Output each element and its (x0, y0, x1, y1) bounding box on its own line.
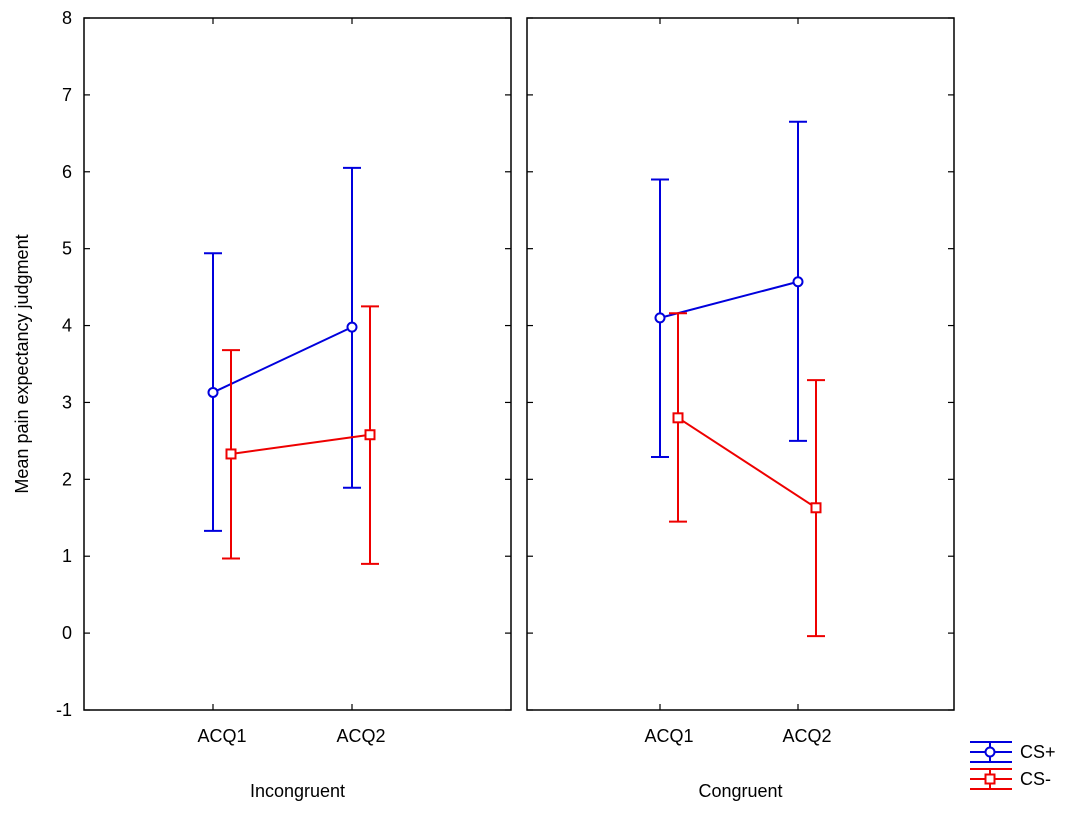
panel-frame (526, 17, 955, 711)
legend-marker (984, 746, 996, 758)
y-tick-label: 1 (62, 546, 72, 566)
series-cs-plus (204, 166, 361, 532)
data-point (225, 448, 237, 460)
y-tick-label: 8 (62, 8, 72, 28)
legend-label: CS- (1020, 769, 1051, 789)
y-tick-label: 3 (62, 392, 72, 412)
data-point (346, 321, 358, 333)
legend: CS+ CS- (970, 741, 1056, 790)
data-point (672, 412, 684, 424)
data-point (792, 276, 804, 288)
data-point (654, 312, 666, 324)
y-tick-label: 0 (62, 623, 72, 643)
legend-marker (984, 773, 996, 785)
x-tick-label: ACQ2 (336, 726, 385, 746)
y-tick-label: 5 (62, 239, 72, 259)
series-line (230, 433, 371, 455)
series-line (659, 280, 799, 319)
data-point (810, 502, 822, 514)
y-tick-label: 2 (62, 469, 72, 489)
data-point (207, 386, 219, 398)
panel-frame (83, 17, 512, 711)
x-tick-label: ACQ1 (197, 726, 246, 746)
series-cs-minus (222, 305, 379, 565)
panel-title: Congruent (698, 781, 782, 801)
y-tick-label: 7 (62, 85, 72, 105)
panels: -1 0 1 2 3 4 5 6 7 8 ACQ1 ACQ2 Incongruent ACQ1 ACQ2 Co… (56, 8, 955, 801)
y-axis-label: Mean pain expectancy judgment (12, 234, 32, 493)
series-cs-minus (669, 312, 825, 638)
panel-incongruent: -1 0 1 2 3 4 5 6 7 8 ACQ1 ACQ2 Incongruent (56, 8, 512, 801)
y-tick-label: 4 (62, 316, 72, 336)
legend-label: CS+ (1020, 742, 1056, 762)
series-line (212, 326, 353, 394)
legend-item: CS- (970, 768, 1051, 790)
x-tick-label: ACQ2 (782, 726, 831, 746)
panel-title: Incongruent (250, 781, 345, 801)
legend-item: CS+ (970, 741, 1056, 763)
data-point (364, 429, 376, 441)
y-tick-label: -1 (56, 700, 72, 720)
series-cs-plus (651, 120, 807, 459)
series-line (677, 416, 817, 509)
x-tick-label: ACQ1 (644, 726, 693, 746)
panel-congruent: ACQ1 ACQ2 Congruent (526, 17, 955, 801)
y-tick-label: 6 (62, 162, 72, 182)
